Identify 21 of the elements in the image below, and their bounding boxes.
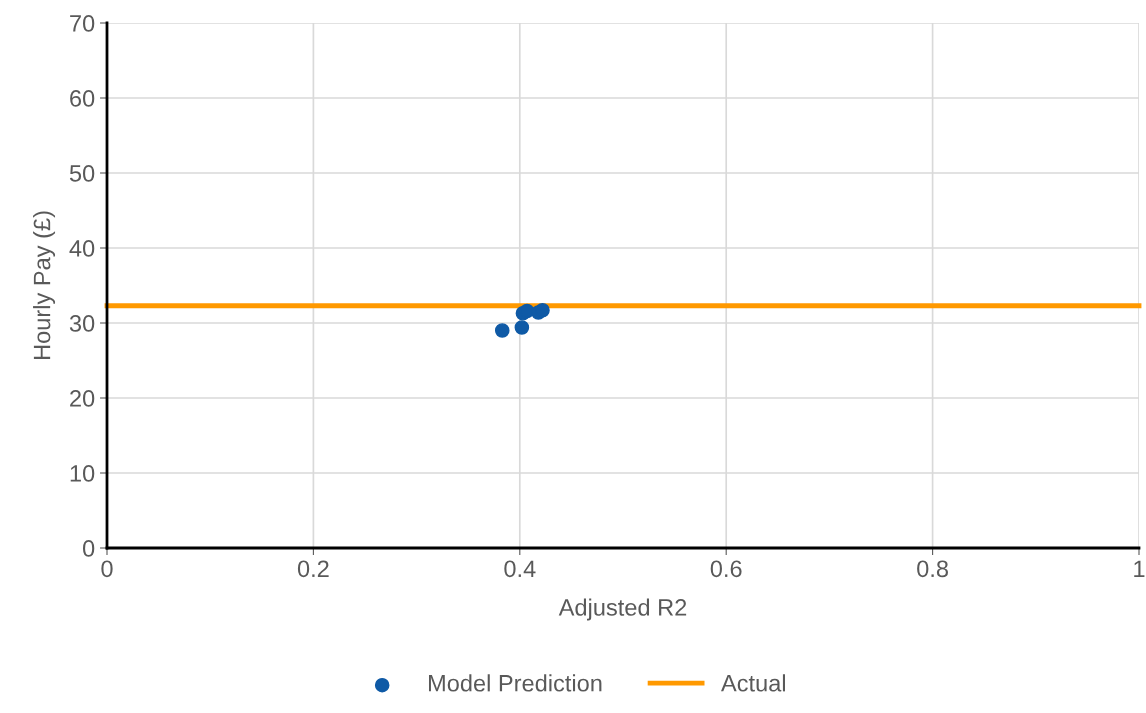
x-tick-label: 0.2 <box>297 560 329 578</box>
y-axis-title: Hourly Pay (£) <box>33 211 56 359</box>
legend-label: Actual <box>721 674 785 692</box>
y-tick-label: 20 <box>70 390 95 407</box>
y-tick-label: 10 <box>70 465 95 482</box>
x-tick-label: 0.8 <box>917 560 948 578</box>
point <box>535 302 550 318</box>
legend-label: Model Prediction <box>428 674 602 692</box>
y-tick-label: 0 <box>82 540 95 557</box>
x-tick-label: 0.4 <box>504 560 536 578</box>
x-tick-label: 0.6 <box>710 560 742 578</box>
point <box>494 323 510 338</box>
x-tick-label: 1 <box>1134 560 1145 577</box>
y-tick-label: 70 <box>70 15 95 32</box>
y-tick-label: 60 <box>70 90 95 107</box>
x-axis-title: Adjusted R2 <box>558 598 687 621</box>
x-tick-label: 0 <box>101 560 113 578</box>
point <box>514 320 530 335</box>
y-tick-label: 50 <box>69 165 95 182</box>
y-tick-label: 30 <box>69 315 95 332</box>
y-tick-label: 40 <box>69 240 95 257</box>
